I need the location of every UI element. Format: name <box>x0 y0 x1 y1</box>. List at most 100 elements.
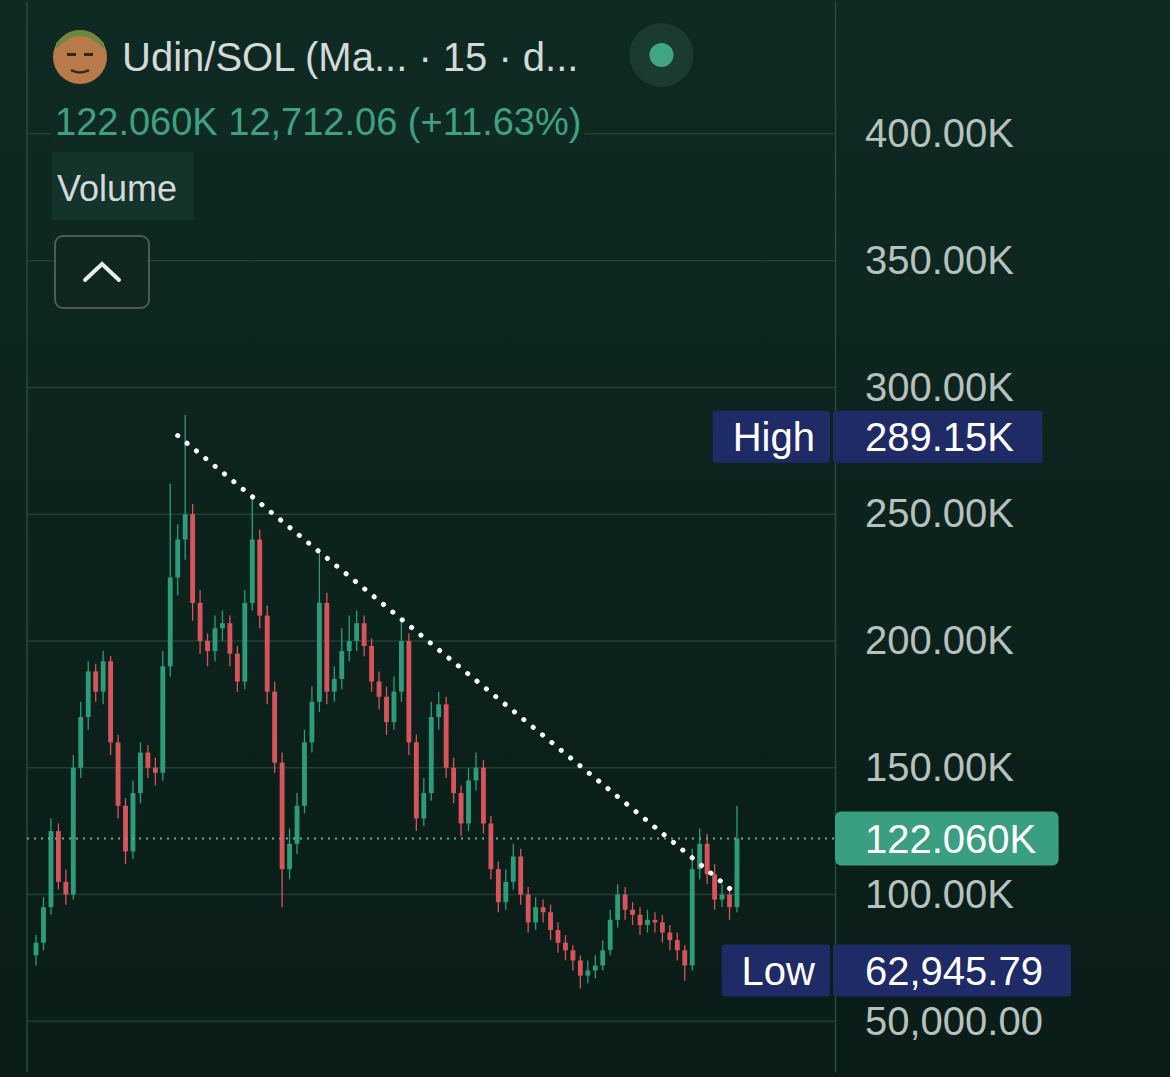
candle-body <box>720 895 725 900</box>
candle-body <box>548 912 553 930</box>
candle-body <box>600 950 605 965</box>
candle-wick <box>349 616 350 662</box>
tag-value-box <box>833 411 1042 463</box>
y-tick: 250.00K <box>835 491 1014 535</box>
candle-body <box>272 692 277 763</box>
y-tick: 200.00K <box>835 618 1014 662</box>
collapse-button[interactable] <box>55 236 149 308</box>
tag-label: Low <box>742 949 815 993</box>
candle-body <box>518 856 523 894</box>
candle-body <box>213 628 218 651</box>
candle-body <box>488 824 493 870</box>
candle-body <box>660 922 665 932</box>
subtitle: 122.060K 12,712.06 (+11.63%) <box>55 101 581 143</box>
y-tick-label: 300.00K <box>865 365 1014 409</box>
grid-line <box>27 387 835 389</box>
price-tags: High 289.15K Low62,945.79 122.060K <box>713 411 1071 997</box>
candle-body <box>503 882 508 902</box>
candle-body <box>280 763 285 869</box>
candle-body <box>585 971 590 976</box>
y-tick-label: 200.00K <box>865 618 1014 662</box>
candle-body <box>108 661 113 742</box>
grid-line <box>27 513 835 515</box>
candle-body <box>593 966 598 971</box>
candle-body <box>466 780 471 823</box>
y-tick: 150.00K <box>835 745 1014 789</box>
candle-body <box>138 753 143 794</box>
candle-body <box>317 603 322 702</box>
status-badge <box>629 23 693 87</box>
price-line <box>27 838 835 840</box>
icon-mouth <box>71 70 89 73</box>
candle-body <box>78 717 83 768</box>
candle-body <box>71 768 76 895</box>
candle-body <box>41 907 46 942</box>
candle-body <box>205 641 210 651</box>
candle-body <box>295 806 300 844</box>
y-tick: 400.00K <box>835 111 1014 155</box>
candle-body <box>556 930 561 943</box>
candle-body <box>526 895 531 923</box>
chart-canvas: 50,000.00 100.00K 150.00K 200.00K 250.00K 300… <box>0 0 1170 1077</box>
candle-body <box>183 514 188 539</box>
current-price-box <box>835 812 1059 866</box>
y-tick: 350.00K <box>835 238 1014 282</box>
candle-body <box>160 666 165 772</box>
candle-body <box>630 910 635 915</box>
plot-frame <box>26 2 28 1072</box>
y-tick-label: 100.00K <box>865 872 1014 916</box>
candle-body <box>429 717 434 793</box>
candle-body <box>638 915 643 925</box>
candle-body <box>675 940 680 950</box>
y-tick: 50,000.00 <box>835 999 1043 1043</box>
candle-body <box>399 641 404 692</box>
candle-body <box>414 742 419 818</box>
y-tick-label: 50,000.00 <box>865 999 1043 1043</box>
candle-body <box>257 540 262 616</box>
candle-body <box>49 831 54 907</box>
candle-body <box>384 697 389 722</box>
title: Udin/SOL (Ma... · 15 · d... <box>122 35 578 79</box>
overlay-lines <box>27 436 835 895</box>
candle-body <box>712 874 717 899</box>
candle-body <box>541 907 546 912</box>
candle-body <box>339 651 344 679</box>
extreme-tag: High 289.15K <box>713 411 1043 463</box>
candle-body <box>168 578 173 667</box>
trendline <box>178 436 737 895</box>
candle-body <box>250 540 255 603</box>
candle-body <box>123 806 128 852</box>
candle-body <box>608 920 613 950</box>
y-tick-label: 400.00K <box>865 111 1014 155</box>
tag-value: 289.15K <box>865 415 1014 459</box>
collapse-caret <box>85 264 119 280</box>
candle-body <box>310 702 315 743</box>
pair-icon <box>53 30 107 84</box>
candle-body <box>287 844 292 869</box>
candle-body <box>93 671 98 691</box>
candle-body <box>265 616 270 692</box>
candle-body <box>496 869 501 902</box>
extreme-tag: Low62,945.79 <box>722 945 1071 997</box>
icon-hair <box>56 30 104 49</box>
tag-label-box <box>722 945 830 997</box>
candle-body <box>101 661 106 691</box>
y-tick: 300.00K <box>835 365 1014 409</box>
candle-body <box>190 514 195 603</box>
y-tick: 100.00K <box>835 872 1014 916</box>
candle-body <box>735 839 740 908</box>
y-tick-label: 150.00K <box>865 745 1014 789</box>
candle-body <box>421 793 426 818</box>
tag-label-box <box>713 411 830 463</box>
current-price-tag: 122.060K <box>835 812 1059 866</box>
candle-body <box>533 907 538 922</box>
candle-body <box>198 603 203 641</box>
volume-panel <box>52 152 194 220</box>
candle-body <box>153 768 158 773</box>
candle-body <box>451 768 456 793</box>
tag-label: High <box>733 415 815 459</box>
candle-body <box>459 793 464 823</box>
candle-body <box>578 960 583 975</box>
candle-body <box>667 933 672 941</box>
candle-body <box>227 623 232 653</box>
